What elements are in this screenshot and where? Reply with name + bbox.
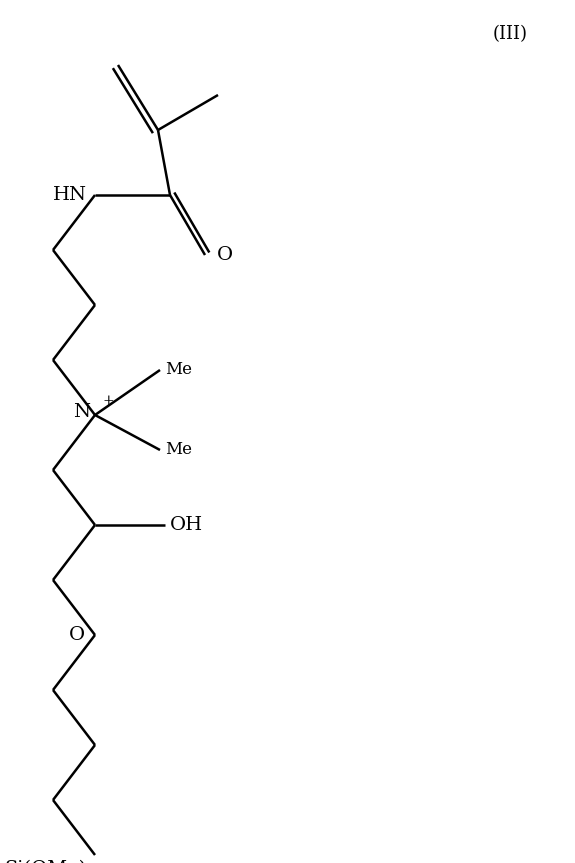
Text: N: N bbox=[73, 403, 90, 421]
Text: Me: Me bbox=[165, 362, 192, 379]
Text: O: O bbox=[217, 246, 233, 264]
Text: OH: OH bbox=[170, 516, 203, 534]
Text: +: + bbox=[102, 394, 114, 408]
Text: HN: HN bbox=[53, 186, 87, 204]
Text: (III): (III) bbox=[493, 25, 527, 43]
Text: Me: Me bbox=[165, 442, 192, 458]
Text: Si(OMe): Si(OMe) bbox=[5, 860, 87, 863]
Text: O: O bbox=[69, 626, 85, 644]
